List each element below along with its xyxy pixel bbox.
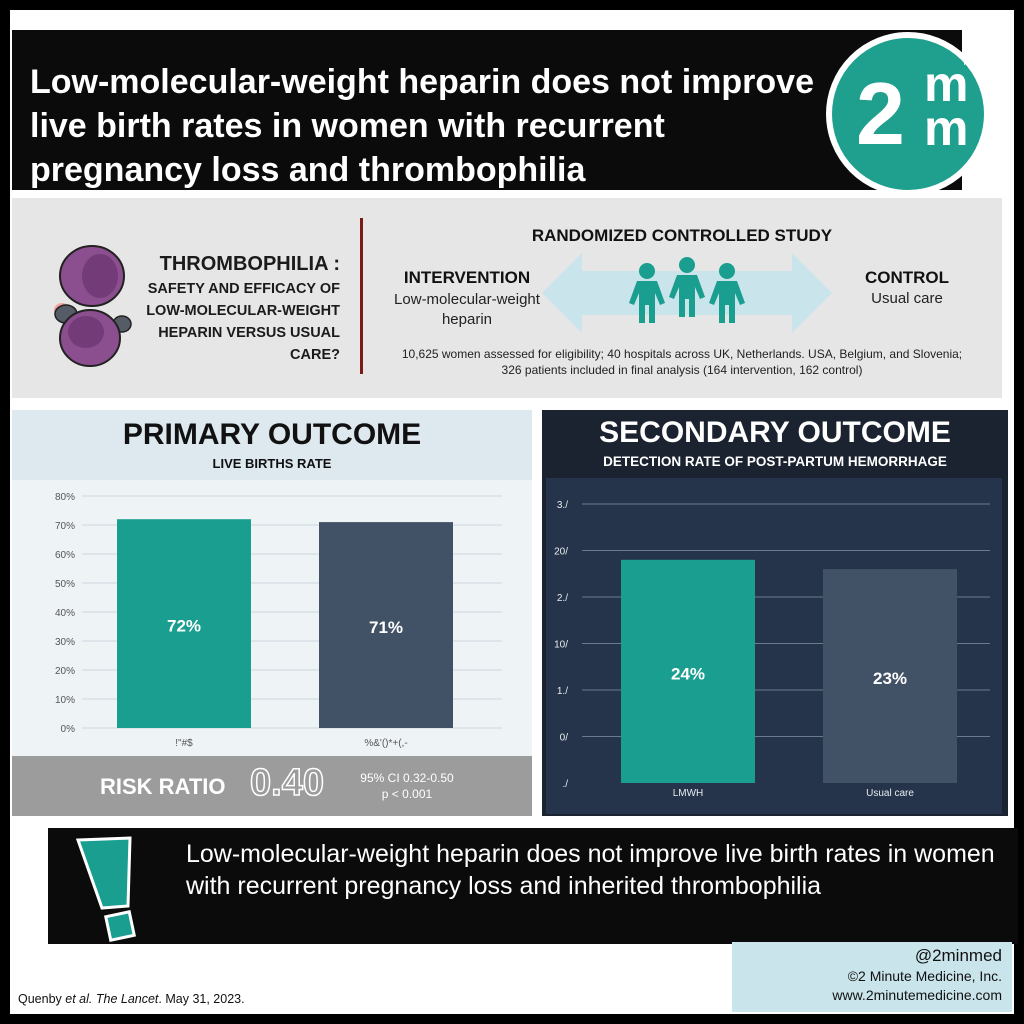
x-category-label: LMWH xyxy=(673,788,704,799)
citation-journal: The Lancet xyxy=(95,992,159,1006)
divider xyxy=(360,218,363,374)
bar xyxy=(823,569,957,783)
p-value-text: p < 0.001 xyxy=(381,787,433,801)
study-design-label: RANDOMIZED CONTROLLED STUDY xyxy=(531,226,833,245)
bar-value-label: 24% xyxy=(671,664,705,683)
risk-ratio-ci: 95% CI 0.32-0.50 p < 0.001 xyxy=(342,770,472,802)
bar-value-label: 23% xyxy=(873,669,907,688)
x-category-label: !"#$ xyxy=(175,738,193,749)
secondary-outcome-panel: SECONDARY OUTCOME DETECTION RATE OF POST… xyxy=(542,410,1008,816)
website-link[interactable]: www.2minutemedicine.com xyxy=(832,987,1002,1003)
y-tick-label: 0/ xyxy=(560,733,569,744)
social-handle[interactable]: @2minmed xyxy=(914,946,1002,965)
secondary-bar-chart: ./ 0/1./ 10/2./ 20/3./ 24% LMWH 23% Usual care xyxy=(546,478,1002,814)
page-title: Low-molecular-weight heparin does not im… xyxy=(30,63,814,189)
y-tick-label: 70% xyxy=(55,521,75,532)
y-tick-label: 0% xyxy=(61,724,76,735)
study-design-panel: THROMBOPHILIA : SAFETY AND EFFICACY OF L… xyxy=(12,198,1002,398)
risk-ratio-bar: RISK RATIO 0.40 95% CI 0.32-0.50 p < 0.0… xyxy=(12,756,532,816)
y-tick-label: 10% xyxy=(55,695,75,706)
y-tick-label: 20% xyxy=(55,666,75,677)
conclusion-text: Low-molecular-weight heparin does not im… xyxy=(186,840,995,900)
double-arrow-people-icon xyxy=(542,253,832,333)
y-tick-label: 60% xyxy=(55,550,75,561)
primary-title: PRIMARY OUTCOME xyxy=(122,418,422,451)
y-tick-label: 10/ xyxy=(554,640,568,651)
citation-etal: et al. xyxy=(65,992,93,1006)
ci-text: 95% CI 0.32-0.50 xyxy=(360,771,454,785)
y-tick-label: 1./ xyxy=(557,686,568,697)
bar xyxy=(621,559,755,783)
population-note: 10,625 women assessed for eligibility; 4… xyxy=(401,347,963,377)
bar-value-label: 72% xyxy=(167,617,201,636)
x-category-label: %&'()*+(,- xyxy=(364,738,407,749)
logo-letter-bottom: m xyxy=(924,100,969,156)
conclusion-banner: Low-molecular-weight heparin does not im… xyxy=(48,828,1018,944)
y-tick-label: 80% xyxy=(55,492,75,503)
control-description: Usual care xyxy=(871,290,943,307)
citation-authors: Quenby xyxy=(18,992,62,1006)
bar-value-label: 71% xyxy=(369,618,403,637)
y-tick-label: 30% xyxy=(55,637,75,648)
intervention-description: Low-molecular-weight heparin xyxy=(394,291,540,328)
y-tick-label: 50% xyxy=(55,579,75,590)
y-tick-label: 3./ xyxy=(557,500,568,511)
title-banner: Low-molecular-weight heparin does not im… xyxy=(12,30,962,190)
primary-subtitle: LIVE BIRTHS RATE xyxy=(212,456,332,471)
question-title: THROMBOPHILIA : xyxy=(159,253,340,275)
logo-letter-top: m xyxy=(924,56,969,112)
bar xyxy=(117,519,251,728)
primary-header: PRIMARY OUTCOME LIVE BIRTHS RATE xyxy=(12,410,532,480)
secondary-title: SECONDARY OUTCOME xyxy=(599,416,951,449)
blood-cell-icon xyxy=(54,245,132,367)
primary-outcome-panel: PRIMARY OUTCOME LIVE BIRTHS RATE 0% 10% 20… xyxy=(12,410,532,816)
logo-trademark: TM xyxy=(962,58,974,67)
bar xyxy=(319,522,453,728)
question-text: SAFETY AND EFFICACY OF LOW-MOLECULAR-WEI… xyxy=(146,281,340,363)
intervention-title: INTERVENTION xyxy=(403,268,531,287)
company-name: ©2 Minute Medicine, Inc. xyxy=(847,968,1002,984)
y-tick-label: 20/ xyxy=(554,547,568,558)
logo-numeral: 2 xyxy=(856,64,905,163)
citation: Quenby et al. The Lancet. May 31, 2023. xyxy=(18,992,245,1006)
secondary-subtitle: DETECTION RATE OF POST-PARTUM HEMORRHAGE xyxy=(603,454,947,469)
control-title: CONTROL xyxy=(864,268,950,287)
y-tick-label: ./ xyxy=(562,779,568,790)
primary-bar-chart: 0% 10% 20% 30% 40% 50% 60% 70% 80% 72% !"#$ 71% %&'(… xyxy=(55,492,502,749)
citation-date: . May 31, 2023. xyxy=(158,992,245,1006)
y-tick-label: 2./ xyxy=(557,593,568,604)
y-tick-label: 40% xyxy=(55,608,75,619)
exclamation-icon xyxy=(75,836,137,943)
brand-logo: 2 m m TM xyxy=(826,32,990,196)
risk-ratio-value: 0.40 xyxy=(249,761,324,805)
credits-box: @2minmed ©2 Minute Medicine, Inc. www.2m… xyxy=(732,942,1012,1012)
x-category-label: Usual care xyxy=(866,788,914,799)
risk-ratio-label: RISK RATIO xyxy=(100,774,226,799)
